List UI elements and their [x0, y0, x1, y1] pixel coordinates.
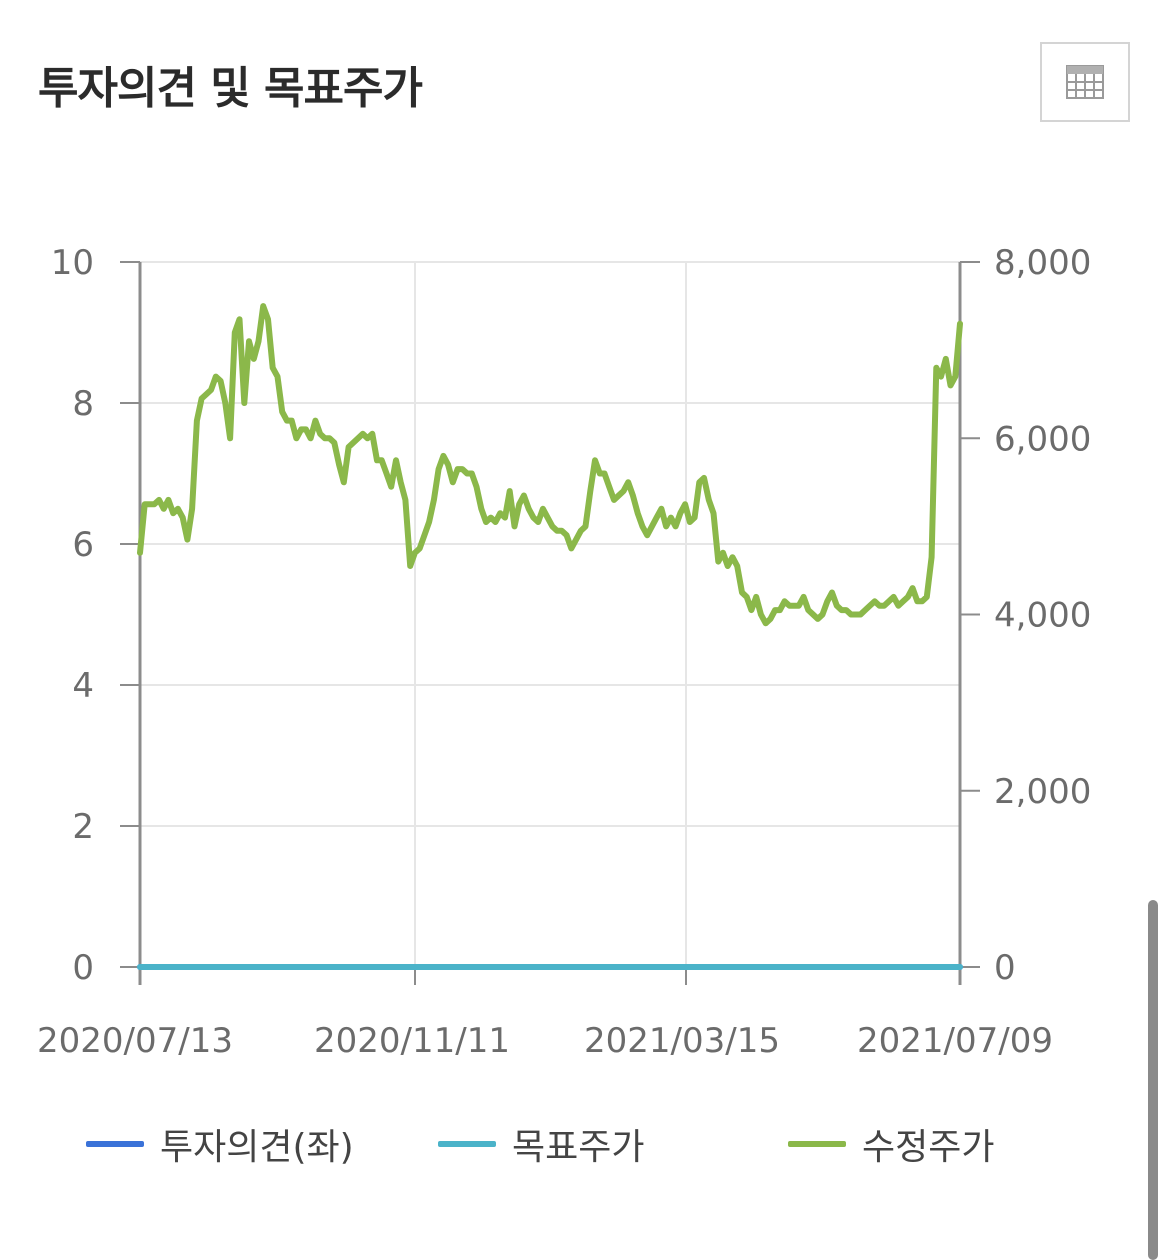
right-tick-label: 4,000 [994, 596, 1091, 636]
series-line-price [137, 303, 963, 627]
left-tick-label: 8 [72, 384, 94, 424]
legend-item-target[interactable]: 목표주가 [438, 1118, 644, 1170]
left-tick-label: 10 [51, 243, 94, 283]
x-tick-label: 2021/07/09 [857, 1021, 1053, 1061]
chart-legend: 투자의견(좌) 목표주가 수정주가 [0, 1118, 1170, 1178]
legend-swatch-price [788, 1141, 846, 1147]
right-tick-label: 8,000 [994, 243, 1091, 283]
right-tick-label: 2,000 [994, 772, 1091, 812]
legend-label-target: 목표주가 [512, 1127, 645, 1168]
table-grid-icon [1066, 65, 1104, 99]
legend-item-opinion[interactable]: 투자의견(좌) [86, 1118, 354, 1170]
left-tick-label: 4 [72, 666, 94, 706]
left-tick-label: 6 [72, 525, 94, 565]
legend-swatch-opinion [86, 1141, 144, 1147]
scrollbar[interactable] [1148, 900, 1158, 1260]
left-tick-label: 0 [72, 948, 94, 988]
price-target-chart: 0 2 4 6 8 10 0 2,000 4,000 6,000 8,000 2020/07/13 20… [37, 243, 1091, 1061]
legend-label-opinion: 투자의견(좌) [160, 1127, 354, 1168]
x-tick-label: 2020/07/13 [37, 1021, 233, 1061]
x-tick-label: 2020/11/11 [314, 1021, 510, 1061]
legend-swatch-target [438, 1141, 496, 1147]
page-title: 투자의견 및 목표주가 [38, 63, 423, 114]
left-tick-label: 2 [72, 807, 94, 847]
right-tick-label: 6,000 [994, 419, 1091, 459]
legend-item-price[interactable]: 수정주가 [788, 1118, 994, 1170]
table-view-button[interactable] [1040, 42, 1130, 122]
legend-label-price: 수정주가 [862, 1127, 995, 1168]
right-tick-label: 0 [994, 948, 1016, 988]
x-tick-label: 2021/03/15 [584, 1021, 780, 1061]
